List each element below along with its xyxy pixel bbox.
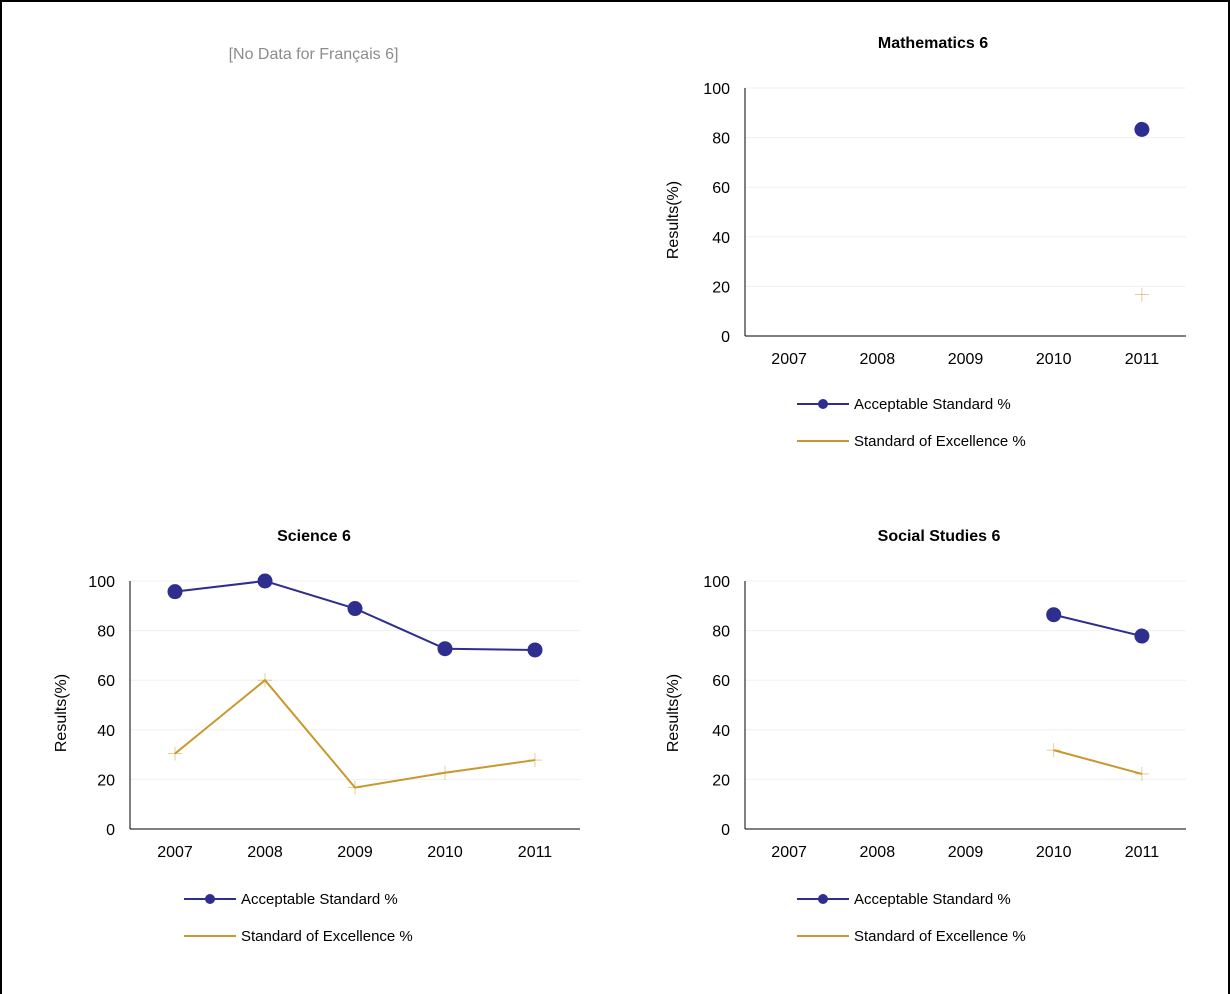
data-point xyxy=(258,673,272,688)
legend-entry: Acceptable Standard % xyxy=(184,891,398,908)
x-tick-label: 2010 xyxy=(427,844,463,861)
y-axis-label: Results(%) xyxy=(53,674,70,752)
data-point xyxy=(167,584,183,600)
y-tick-label: 20 xyxy=(97,772,115,789)
y-tick-label: 0 xyxy=(721,329,730,346)
x-tick-label: 2009 xyxy=(948,844,984,861)
data-point xyxy=(1046,743,1061,758)
x-tick-label: 2011 xyxy=(518,844,553,861)
y-tick-label: 40 xyxy=(712,230,730,247)
mathematics-6-chart: Mathematics 6 0 20 40 60 80 100 2007 2008 2009 201… xyxy=(665,35,1186,450)
science-6-chart: Science 6 0 20 40 60 80 100 2007 2008 2009 2010 201… xyxy=(53,528,580,945)
y-tick-label: 0 xyxy=(106,822,115,839)
chart-title: Mathematics 6 xyxy=(878,35,988,52)
no-data-message: [No Data for Français 6] xyxy=(228,46,399,63)
legend-entry: Standard of Excellence % xyxy=(797,928,1026,945)
panel-mathematics-6: Mathematics 6 0 20 40 60 80 100 2007 2008 2009 201… xyxy=(621,0,1230,497)
x-tick-label: 2008 xyxy=(247,844,283,861)
data-point xyxy=(168,746,182,761)
y-tick-label: 40 xyxy=(712,723,730,740)
legend-entry: Standard of Excellence % xyxy=(797,433,1026,450)
series-line xyxy=(1053,613,1143,638)
y-tick-label: 40 xyxy=(97,723,115,740)
y-tick-label: 100 xyxy=(703,574,730,591)
series-line xyxy=(1053,749,1143,775)
y-tick-label: 60 xyxy=(712,180,730,197)
y-tick-label: 60 xyxy=(97,673,115,690)
x-tick-label: 2009 xyxy=(948,351,984,368)
x-tick-label: 2010 xyxy=(1036,351,1072,368)
legend-label: Acceptable Standard % xyxy=(241,891,398,908)
data-point xyxy=(437,641,453,657)
y-tick-label: 80 xyxy=(712,624,730,641)
data-point xyxy=(1134,121,1150,137)
x-tick-label: 2008 xyxy=(860,844,896,861)
legend-label: Acceptable Standard % xyxy=(854,396,1011,413)
legend-label: Standard of Excellence % xyxy=(854,928,1026,945)
y-tick-label: 80 xyxy=(712,131,730,148)
legend-entry: Acceptable Standard % xyxy=(797,396,1011,413)
data-point xyxy=(438,765,452,780)
x-tick-label: 2010 xyxy=(1036,844,1072,861)
panel-social-studies-6: Social Studies 6 0 20 40 60 80 100 2007 2008 2009… xyxy=(621,495,1230,994)
y-axis-label: Results(%) xyxy=(665,674,682,752)
x-tick-label: 2007 xyxy=(771,844,807,861)
legend-entry: Standard of Excellence % xyxy=(184,928,413,945)
data-point xyxy=(347,601,363,617)
legend-entry: Acceptable Standard % xyxy=(797,891,1011,908)
y-tick-label: 80 xyxy=(97,624,115,641)
y-tick-label: 60 xyxy=(712,673,730,690)
data-point xyxy=(528,753,542,768)
chart-title: Social Studies 6 xyxy=(878,528,1001,545)
data-point xyxy=(527,642,543,658)
x-tick-label: 2007 xyxy=(771,351,807,368)
data-point xyxy=(1134,287,1149,302)
y-tick-label: 0 xyxy=(721,822,730,839)
legend-label: Acceptable Standard % xyxy=(854,891,1011,908)
series-line xyxy=(174,678,536,789)
legend-marker xyxy=(818,894,828,904)
data-point xyxy=(1046,607,1062,623)
x-tick-label: 2007 xyxy=(157,844,193,861)
y-tick-label: 100 xyxy=(88,574,115,591)
legend-label: Standard of Excellence % xyxy=(241,928,413,945)
data-point xyxy=(257,573,273,589)
x-tick-label: 2008 xyxy=(860,351,896,368)
legend-label: Standard of Excellence % xyxy=(854,433,1026,450)
social-studies-6-chart: Social Studies 6 0 20 40 60 80 100 2007 2008 2009… xyxy=(665,528,1186,945)
data-point xyxy=(1134,766,1149,781)
panel-science-6: Science 6 0 20 40 60 80 100 2007 2008 2009 2010 201… xyxy=(0,495,623,994)
y-axis-label: Results(%) xyxy=(665,181,682,259)
panel-francais-6: [No Data for Français 6] xyxy=(0,0,623,497)
data-point xyxy=(348,780,362,795)
y-tick-label: 20 xyxy=(712,772,730,789)
x-tick-label: 2011 xyxy=(1125,351,1160,368)
x-tick-label: 2009 xyxy=(337,844,373,861)
y-tick-label: 100 xyxy=(703,81,730,98)
chart-title: Science 6 xyxy=(277,528,351,545)
y-tick-label: 20 xyxy=(712,279,730,296)
x-tick-label: 2011 xyxy=(1125,844,1160,861)
legend-marker xyxy=(818,399,828,409)
data-point xyxy=(1134,628,1150,644)
legend-marker xyxy=(205,894,215,904)
